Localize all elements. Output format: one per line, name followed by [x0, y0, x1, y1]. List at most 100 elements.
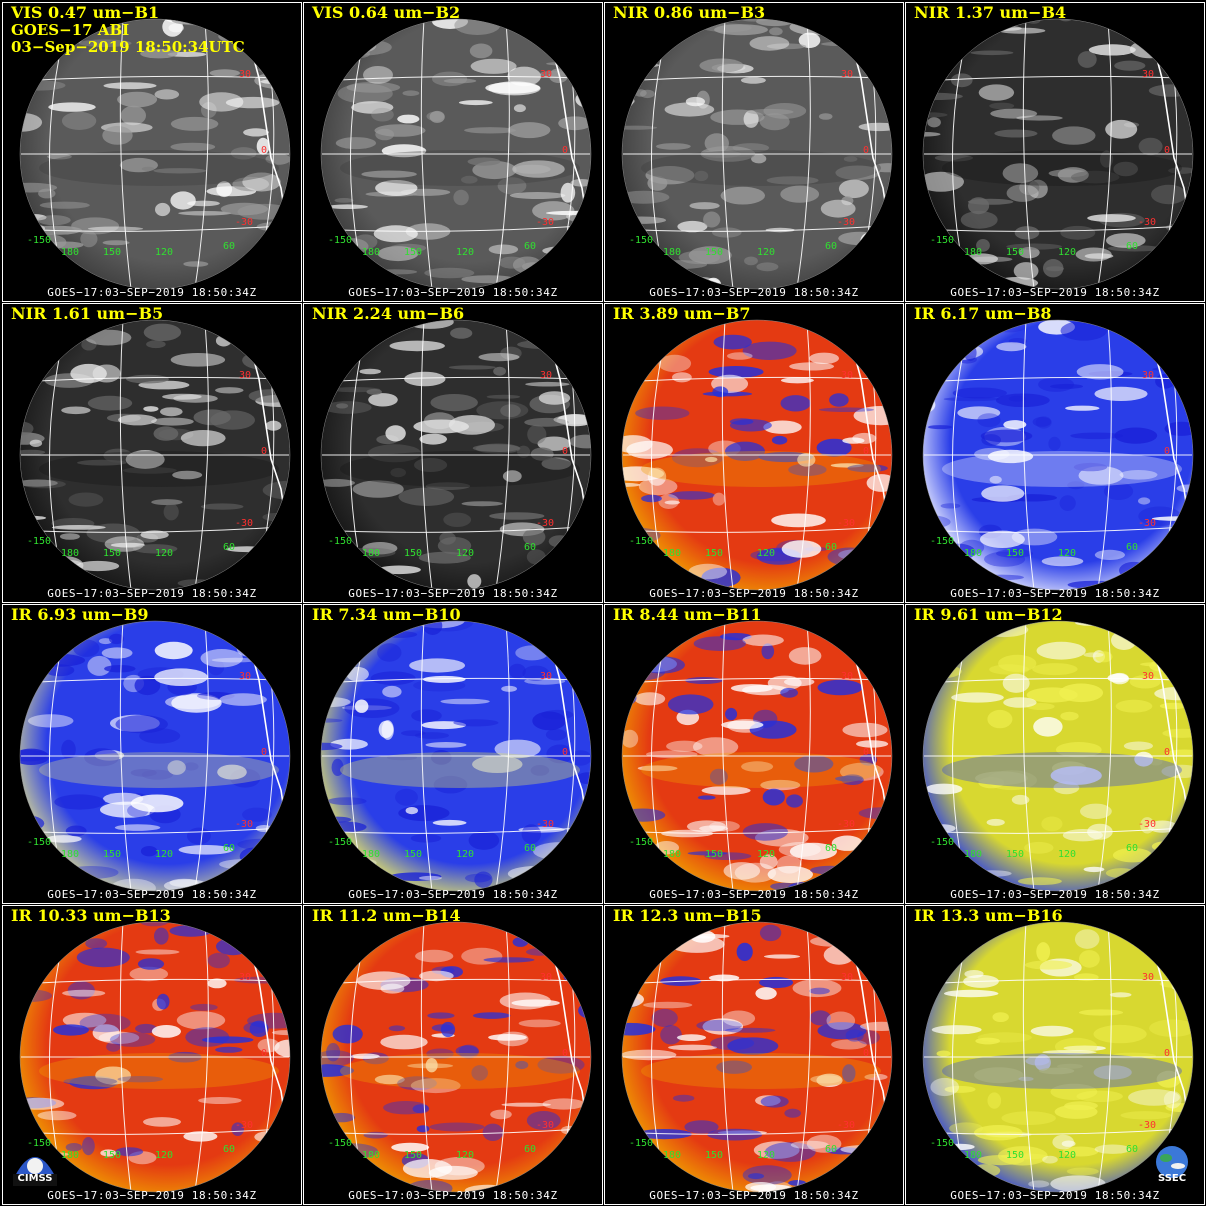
latitude-label: -30 — [235, 217, 254, 228]
longitude-label: 180 — [964, 849, 983, 860]
longitude-label: 60 — [825, 241, 838, 252]
latitude-label: 30 — [239, 671, 252, 682]
band-label: IR 12.3 um−B15 — [613, 906, 762, 925]
longitude-label: 150 — [404, 849, 423, 860]
timestamp-footer: GOES−17:03−SEP−2019 18:50:34Z — [649, 888, 859, 901]
longitude-label: 120 — [456, 548, 475, 559]
band-label: IR 10.33 um−B13 — [11, 906, 171, 925]
latitude-label: -30 — [837, 217, 856, 228]
longitude-label: 60 — [524, 241, 537, 252]
latitude-label: 30 — [1142, 972, 1155, 983]
longitude-label: 60 — [223, 1144, 236, 1155]
latitude-label: 0 — [1164, 747, 1171, 758]
longitude-label: 180 — [61, 1150, 80, 1161]
longitude-label: 120 — [757, 849, 776, 860]
longitude-label: 60 — [524, 542, 537, 553]
earth-disk-image — [922, 921, 1194, 1193]
timestamp-footer: GOES−17:03−SEP−2019 18:50:34Z — [348, 888, 558, 901]
latitude-label: 30 — [841, 370, 854, 381]
longitude-label: 150 — [705, 1150, 724, 1161]
longitude-label: 180 — [663, 849, 682, 860]
longitude-label: -150 — [27, 536, 52, 547]
band-label: VIS 0.47 um−B1 — [11, 3, 160, 22]
timestamp-footer: GOES−17:03−SEP−2019 18:50:34Z — [649, 286, 859, 299]
timestamp-footer: GOES−17:03−SEP−2019 18:50:34Z — [649, 1189, 859, 1202]
band-label: NIR 1.61 um−B5 — [11, 304, 164, 323]
latitude-label: 0 — [261, 747, 268, 758]
longitude-label: 180 — [663, 1150, 682, 1161]
longitude-label: 180 — [663, 548, 682, 559]
latitude-label: -30 — [536, 819, 555, 830]
header-line: GOES−17 ABI — [11, 21, 130, 39]
earth-disk-image — [320, 18, 592, 290]
longitude-label: 120 — [1058, 849, 1077, 860]
band-label: IR 11.2 um−B14 — [312, 906, 461, 925]
band-panel: 30 0 -30 -150 180 150 120 60 IR 7.34 um−B10 GOES−… — [303, 604, 603, 904]
band-panel: 30 0 -30 -150 180 150 120 60 IR 9.61 um−B12 GOES−… — [905, 604, 1205, 904]
longitude-label: -150 — [629, 536, 654, 547]
longitude-label: 150 — [404, 548, 423, 559]
cimss-logo: CIMSS — [11, 1142, 59, 1186]
ssec-logo: SSEC — [1148, 1142, 1196, 1186]
longitude-label: 120 — [757, 247, 776, 258]
longitude-label: 60 — [223, 241, 236, 252]
latitude-label: 0 — [562, 446, 569, 457]
latitude-label: 30 — [239, 972, 252, 983]
band-label: NIR 2.24 um−B6 — [312, 304, 465, 323]
timestamp-footer: GOES−17:03−SEP−2019 18:50:34Z — [348, 587, 558, 600]
latitude-label: -30 — [1138, 819, 1157, 830]
band-label: IR 6.17 um−B8 — [914, 304, 1052, 323]
timestamp-footer: GOES−17:03−SEP−2019 18:50:34Z — [950, 888, 1160, 901]
ssec-logo-text: SSEC — [1157, 1173, 1187, 1184]
earth-disk-image — [19, 18, 291, 290]
header-line: 03−Sep−2019 18:50:34UTC — [11, 38, 245, 56]
timestamp-footer: GOES−17:03−SEP−2019 18:50:34Z — [950, 587, 1160, 600]
latitude-label: 30 — [540, 671, 553, 682]
longitude-label: -150 — [27, 235, 52, 246]
longitude-label: 180 — [964, 247, 983, 258]
latitude-label: -30 — [536, 518, 555, 529]
longitude-label: 180 — [362, 849, 381, 860]
latitude-label: 0 — [562, 1048, 569, 1059]
longitude-label: 150 — [1006, 247, 1025, 258]
latitude-label: -30 — [536, 217, 555, 228]
latitude-label: 0 — [1164, 446, 1171, 457]
band-label: IR 6.93 um−B9 — [11, 605, 149, 624]
latitude-label: -30 — [235, 1120, 254, 1131]
latitude-label: -30 — [235, 819, 254, 830]
latitude-label: 0 — [863, 446, 870, 457]
band-panel: 30 0 -30 -150 180 150 120 60 VIS 0.47 um−B1 GOES−… — [2, 2, 302, 302]
latitude-label: -30 — [837, 819, 856, 830]
longitude-label: 60 — [825, 1144, 838, 1155]
longitude-label: 180 — [61, 849, 80, 860]
earth-disk-image — [19, 620, 291, 892]
latitude-label: -30 — [1138, 518, 1157, 529]
longitude-label: 60 — [1126, 843, 1139, 854]
earth-disk-image — [621, 921, 893, 1193]
longitude-label: -150 — [629, 1138, 654, 1149]
longitude-label: 150 — [705, 247, 724, 258]
timestamp-footer: GOES−17:03−SEP−2019 18:50:34Z — [649, 587, 859, 600]
timestamp-footer: GOES−17:03−SEP−2019 18:50:34Z — [47, 286, 257, 299]
longitude-label: 60 — [825, 542, 838, 553]
longitude-label: 60 — [524, 843, 537, 854]
band-label: VIS 0.64 um−B2 — [312, 3, 461, 22]
earth-disk-image — [320, 620, 592, 892]
longitude-label: -150 — [328, 235, 353, 246]
longitude-label: -150 — [930, 837, 955, 848]
band-panel: 30 0 -30 -150 180 150 120 60 IR 12.3 um−B15 GOES−… — [604, 905, 904, 1205]
longitude-label: 60 — [1126, 542, 1139, 553]
latitude-label: 0 — [863, 145, 870, 156]
longitude-label: 150 — [1006, 849, 1025, 860]
latitude-label: 0 — [261, 446, 268, 457]
longitude-label: 120 — [155, 849, 174, 860]
band-panel: 30 0 -30 -150 180 150 120 60 NIR 0.86 um−B3 GOES−… — [604, 2, 904, 302]
timestamp-footer: GOES−17:03−SEP−2019 18:50:34Z — [47, 1189, 257, 1202]
longitude-label: 180 — [362, 247, 381, 258]
longitude-label: 150 — [103, 548, 122, 559]
longitude-label: 150 — [1006, 1150, 1025, 1161]
timestamp-footer: GOES−17:03−SEP−2019 18:50:34Z — [950, 286, 1160, 299]
earth-disk-image — [922, 620, 1194, 892]
longitude-label: 120 — [1058, 548, 1077, 559]
longitude-label: 60 — [1126, 1144, 1139, 1155]
